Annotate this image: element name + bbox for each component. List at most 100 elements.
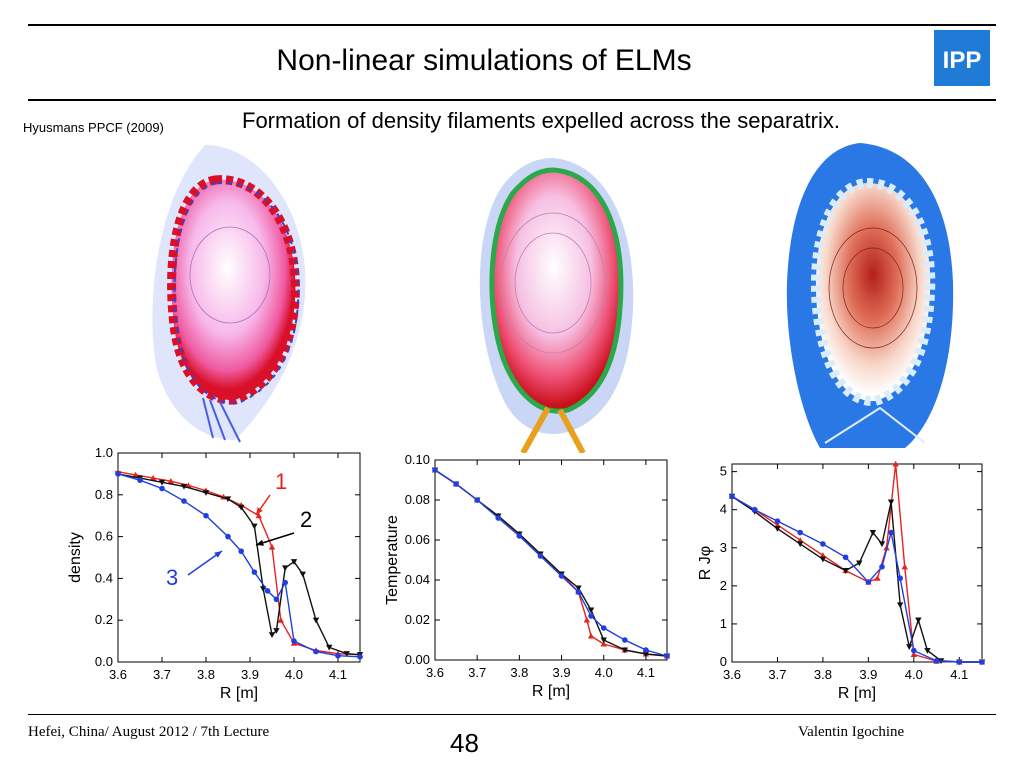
data-point [588,613,594,619]
x-tick-label: 3.9 [241,667,259,682]
y-axis-label: Temperature [384,515,401,605]
x-tick-label: 4.0 [285,667,303,682]
data-point [796,541,804,548]
plot-frame [117,452,361,663]
data-point [291,638,297,644]
title-rule [28,99,996,101]
y-tick-label: 0.6 [95,529,113,544]
simulation-temperature-image [479,158,634,453]
data-point [312,617,320,624]
page-number: 48 [450,728,479,758]
data-point [774,521,781,528]
data-point [277,617,284,623]
x-tick-label: 4.0 [595,665,613,680]
citation: Hyusmans PPCF (2009) [23,120,164,135]
plot-frame [434,459,668,661]
data-point [343,651,350,657]
data-point [255,512,262,519]
x-tick-label: 3.8 [197,667,215,682]
data-point [879,564,885,570]
y-tick-label: 0.8 [95,487,113,502]
data-point [865,579,872,585]
data-point [664,653,670,659]
data-point [474,497,480,503]
data-point [137,477,143,483]
data-point [159,485,165,492]
data-point [326,644,333,651]
data-point [225,533,231,540]
y-tick-label: 3 [720,540,727,555]
y-axis-label: density [67,532,84,583]
data-point [774,526,781,532]
data-point [911,647,917,654]
y-tick-label: 1.0 [95,445,113,460]
data-point [158,479,166,486]
slide-subtitle: Formation of density filaments expelled … [242,108,840,133]
data-point [933,658,940,664]
data-point [887,499,895,506]
slide-title: Non-linear simulations of ELMs [276,44,692,77]
data-point [495,515,502,521]
data-point [600,637,607,644]
x-tick-label: 4.0 [905,667,923,682]
y-tick-label: 0.10 [405,452,430,467]
y-tick-label: 0.00 [405,652,430,667]
data-point [643,647,649,653]
data-point [819,552,827,558]
data-point [180,483,188,490]
data-point [956,659,963,665]
y-tick-label: 2 [720,578,727,593]
x-tick-label: 4.1 [950,667,968,682]
data-point [642,651,650,658]
data-point [924,648,931,654]
data-point [432,467,438,473]
data-point [583,616,591,623]
data-point [892,460,899,467]
data-point [203,512,209,519]
data-point [622,637,628,643]
y-tick-label: 5 [720,464,727,479]
density-chart: 3.6 3.7 3.8 3.9 4.0 4.1 0.0 0.2 0.4 0.6 0.8 1.0 R [m… [67,445,364,702]
simulation-density-image [152,145,306,443]
data-point [537,553,544,559]
y-tick-label: 4 [720,502,727,517]
ipp-logo-background [934,30,990,86]
data-point [290,559,298,565]
data-point [897,575,903,582]
annotation-arrowhead [256,507,263,515]
data-point [181,498,187,504]
data-point [313,648,319,655]
x-tick-label: 3.6 [426,665,444,680]
data-point [842,568,849,574]
y-tick-label: 0.06 [405,532,430,547]
x-tick-label: 3.8 [814,667,832,682]
footer-lecture-info: Hefei, China/ August 2012 / 7th Lecture [28,724,270,740]
series-annotation-3: 3 [166,565,178,590]
data-point [888,529,894,536]
ipp-logo-text: IPP [943,47,982,74]
x-tick-label: 4.1 [637,665,655,680]
plot-frame [731,463,983,663]
data-point [621,647,629,654]
data-point [150,474,157,481]
data-point [282,565,289,572]
data-point [856,560,863,567]
data-point [167,478,174,484]
annotation-arrowhead [256,539,264,546]
data-point [796,536,804,543]
x-tick-label: 3.7 [468,665,486,680]
x-tick-label: 3.6 [109,667,127,682]
x-axis-label: R [m] [838,685,876,702]
data-point [115,471,121,477]
data-point [751,506,758,513]
data-point [273,628,280,634]
data-point [273,596,280,603]
data-point [282,579,288,586]
y-tick-label: 0 [720,654,727,669]
y-tick-label: 1 [720,616,727,631]
simulation-current-image [786,143,954,448]
data-point [915,617,922,624]
y-tick-label: 0.2 [95,612,113,627]
series-annotation-2: 2 [300,507,312,532]
x-tick-label: 4.1 [329,667,347,682]
